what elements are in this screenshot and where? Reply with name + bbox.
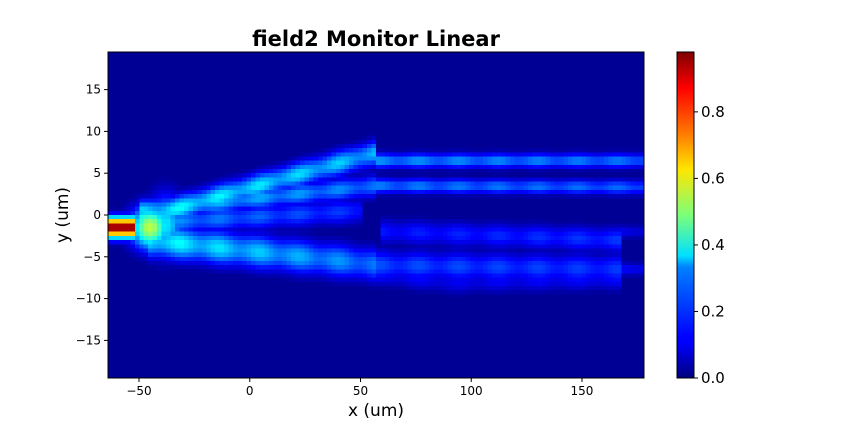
colorbar-tick-label: 0.0	[701, 369, 725, 387]
y-tick-label: 5	[93, 166, 101, 180]
y-tick-label: −5	[83, 250, 101, 264]
heatmap-image	[108, 52, 644, 378]
colorbar: 0.0 0.2 0.4 0.6 0.8	[676, 51, 725, 387]
colorbar-tick-label: 0.8	[701, 103, 725, 121]
x-tick-label: −50	[126, 384, 151, 398]
x-axis: −50 0 50 100 150	[126, 378, 593, 398]
colorbar-tick-label: 0.4	[701, 236, 725, 254]
x-tick-label: 100	[460, 384, 483, 398]
y-tick-label: −15	[76, 333, 101, 347]
colorbar-tick-label: 0.6	[701, 169, 725, 187]
plot-area	[107, 51, 645, 379]
y-tick-label: 15	[86, 83, 101, 97]
colorbar-ticks: 0.0 0.2 0.4 0.6 0.8	[694, 103, 725, 387]
colorbar-gradient	[676, 51, 695, 379]
y-axis-label: y (um)	[53, 187, 73, 243]
x-tick-label: 0	[246, 384, 254, 398]
chart-title: field2 Monitor Linear	[252, 27, 501, 51]
y-tick-label: −10	[76, 292, 101, 306]
x-tick-label: 50	[353, 384, 368, 398]
colorbar-tick-label: 0.2	[701, 302, 725, 320]
y-tick-label: 0	[93, 208, 101, 222]
y-tick-label: 10	[86, 124, 101, 138]
x-axis-label: x (um)	[348, 401, 404, 421]
x-tick-label: 150	[571, 384, 594, 398]
y-axis: −15 −10 −5 0 5 10 15	[76, 83, 108, 347]
